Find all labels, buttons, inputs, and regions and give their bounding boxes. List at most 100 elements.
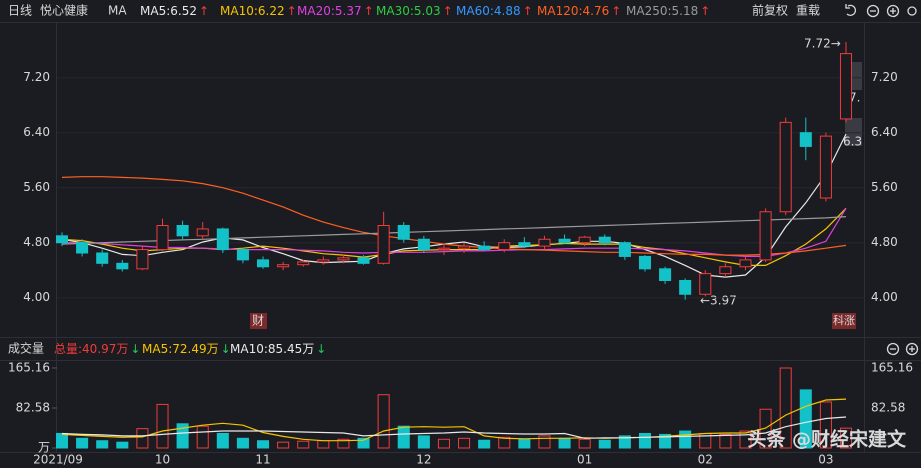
- legend-label: MA30:5.03: [376, 4, 441, 18]
- adjust-button[interactable]: 前复权: [752, 3, 788, 18]
- candle-body: [659, 268, 672, 281]
- zoom-out-icon[interactable]: [886, 342, 900, 356]
- x-tick-label: 12: [416, 453, 431, 467]
- candle-body: [498, 242, 511, 251]
- y-tick-label: 82.58: [16, 401, 50, 415]
- legend-arrow: ↑: [611, 4, 621, 18]
- x-tick-label: 10: [155, 453, 170, 467]
- candle-body: [156, 225, 169, 251]
- volume-bar: [518, 438, 531, 449]
- candle-body: [518, 242, 531, 247]
- candle-body: [779, 121, 792, 213]
- ma-label: MA: [108, 4, 127, 18]
- ma-line: [62, 207, 847, 257]
- zoom-in-icon[interactable]: [886, 4, 900, 18]
- x-tick-label: 02: [698, 453, 713, 467]
- badge-bg: [832, 313, 856, 329]
- volume-bar: [719, 433, 732, 449]
- ma-line: [61, 416, 847, 439]
- volume-bar: [156, 403, 169, 449]
- settings-icon[interactable]: [907, 6, 917, 16]
- volume-bar: [478, 439, 491, 449]
- legend-item: MA250:5.18 ↑: [626, 4, 710, 18]
- candle-body: [558, 238, 571, 244]
- volume-bar: [277, 441, 290, 449]
- badge[interactable]: 财: [252, 314, 264, 328]
- volume-bar: [417, 435, 430, 449]
- low-annotation: ←3.97: [700, 294, 737, 308]
- high-annotation: 7.72→: [804, 37, 841, 51]
- reload-button[interactable]: 重载: [796, 4, 820, 18]
- candle-body: [216, 228, 229, 251]
- candle-body: [176, 225, 189, 237]
- x-tick-label: 03: [818, 453, 833, 467]
- period[interactable]: 日线: [8, 4, 32, 18]
- volume-bar: [196, 425, 209, 449]
- legend-item: MA10:6.22 ↑: [220, 4, 297, 18]
- candle-body: [377, 225, 390, 264]
- price-tag: 6.3: [843, 135, 862, 149]
- toolbar-icons: [845, 4, 919, 356]
- badge[interactable]: 科涨: [833, 313, 855, 327]
- watermark: 头条 @财经宋建文: [747, 428, 907, 451]
- legend-label: MA250:5.18: [626, 4, 698, 18]
- candle-body: [417, 238, 430, 251]
- volume-bar: [236, 437, 249, 449]
- y-tick-label-right: 165.16: [871, 361, 913, 375]
- volume-bar: [96, 440, 109, 449]
- legend-label: MA60:4.88: [456, 4, 521, 18]
- candle-body: [819, 135, 832, 199]
- x-tick-label: 2021/09: [33, 453, 83, 467]
- candle-body: [538, 238, 551, 247]
- legend-arrow: ↓: [316, 342, 326, 356]
- legend-label: MA10:85.45万: [230, 342, 314, 356]
- volume-bar: [638, 432, 652, 449]
- candle-body: [478, 245, 491, 251]
- legend-label: 总量:40.97万: [54, 342, 128, 356]
- volume-bar: [397, 425, 410, 449]
- candle-body: [719, 266, 732, 275]
- volume-bar: [839, 427, 853, 449]
- zoom-in-icon[interactable]: [905, 342, 919, 356]
- candle-body: [458, 245, 471, 249]
- volume-bar: [819, 401, 832, 449]
- volume-bar: [437, 438, 450, 449]
- legend-item: MA60:4.88 ↑: [456, 4, 533, 18]
- price-overlay: [845, 118, 862, 146]
- volume-bar: [176, 423, 189, 449]
- volume-bar: [739, 430, 752, 449]
- legend-label: MA120:4.76: [537, 4, 609, 18]
- volume-bar: [618, 435, 631, 449]
- y-tick-label-right: 5.60: [871, 180, 898, 194]
- undo-icon[interactable]: [845, 4, 857, 17]
- candle-body: [699, 273, 712, 295]
- legend-arrow: ↓: [130, 342, 140, 356]
- ma-line: [61, 176, 847, 256]
- candle-body: [578, 236, 591, 244]
- volume-bar: [578, 438, 591, 449]
- zoom-out-icon[interactable]: [866, 4, 880, 18]
- legend-arrow: ↑: [199, 4, 209, 18]
- volume-bar: [799, 389, 812, 449]
- volume-bar: [558, 437, 571, 449]
- legend-item: MA30:5.03 ↑: [376, 4, 453, 18]
- volume-bar: [55, 432, 69, 449]
- candle-body: [317, 259, 330, 263]
- candle-body: [638, 255, 652, 270]
- candle-body: [96, 252, 109, 264]
- candle-body: [679, 280, 692, 295]
- legend-item: MA120:4.76 ↑: [537, 4, 621, 18]
- candle-body: [739, 259, 752, 268]
- legend-item: MA5:6.52 ↑: [140, 4, 209, 18]
- badge-bg: [250, 313, 267, 329]
- candle-body: [618, 242, 631, 257]
- y-tick-label-right: 4.00: [871, 290, 898, 304]
- y-tick-label-right: 4.80: [871, 235, 898, 249]
- legend-item: MA10:85.45万 ↓: [230, 342, 326, 356]
- legend-arrow: ↓: [221, 342, 231, 356]
- volume-bar: [357, 437, 370, 449]
- volume-bar: [297, 440, 310, 449]
- y-tick-label: 4.00: [23, 290, 50, 304]
- candle-body: [437, 247, 450, 251]
